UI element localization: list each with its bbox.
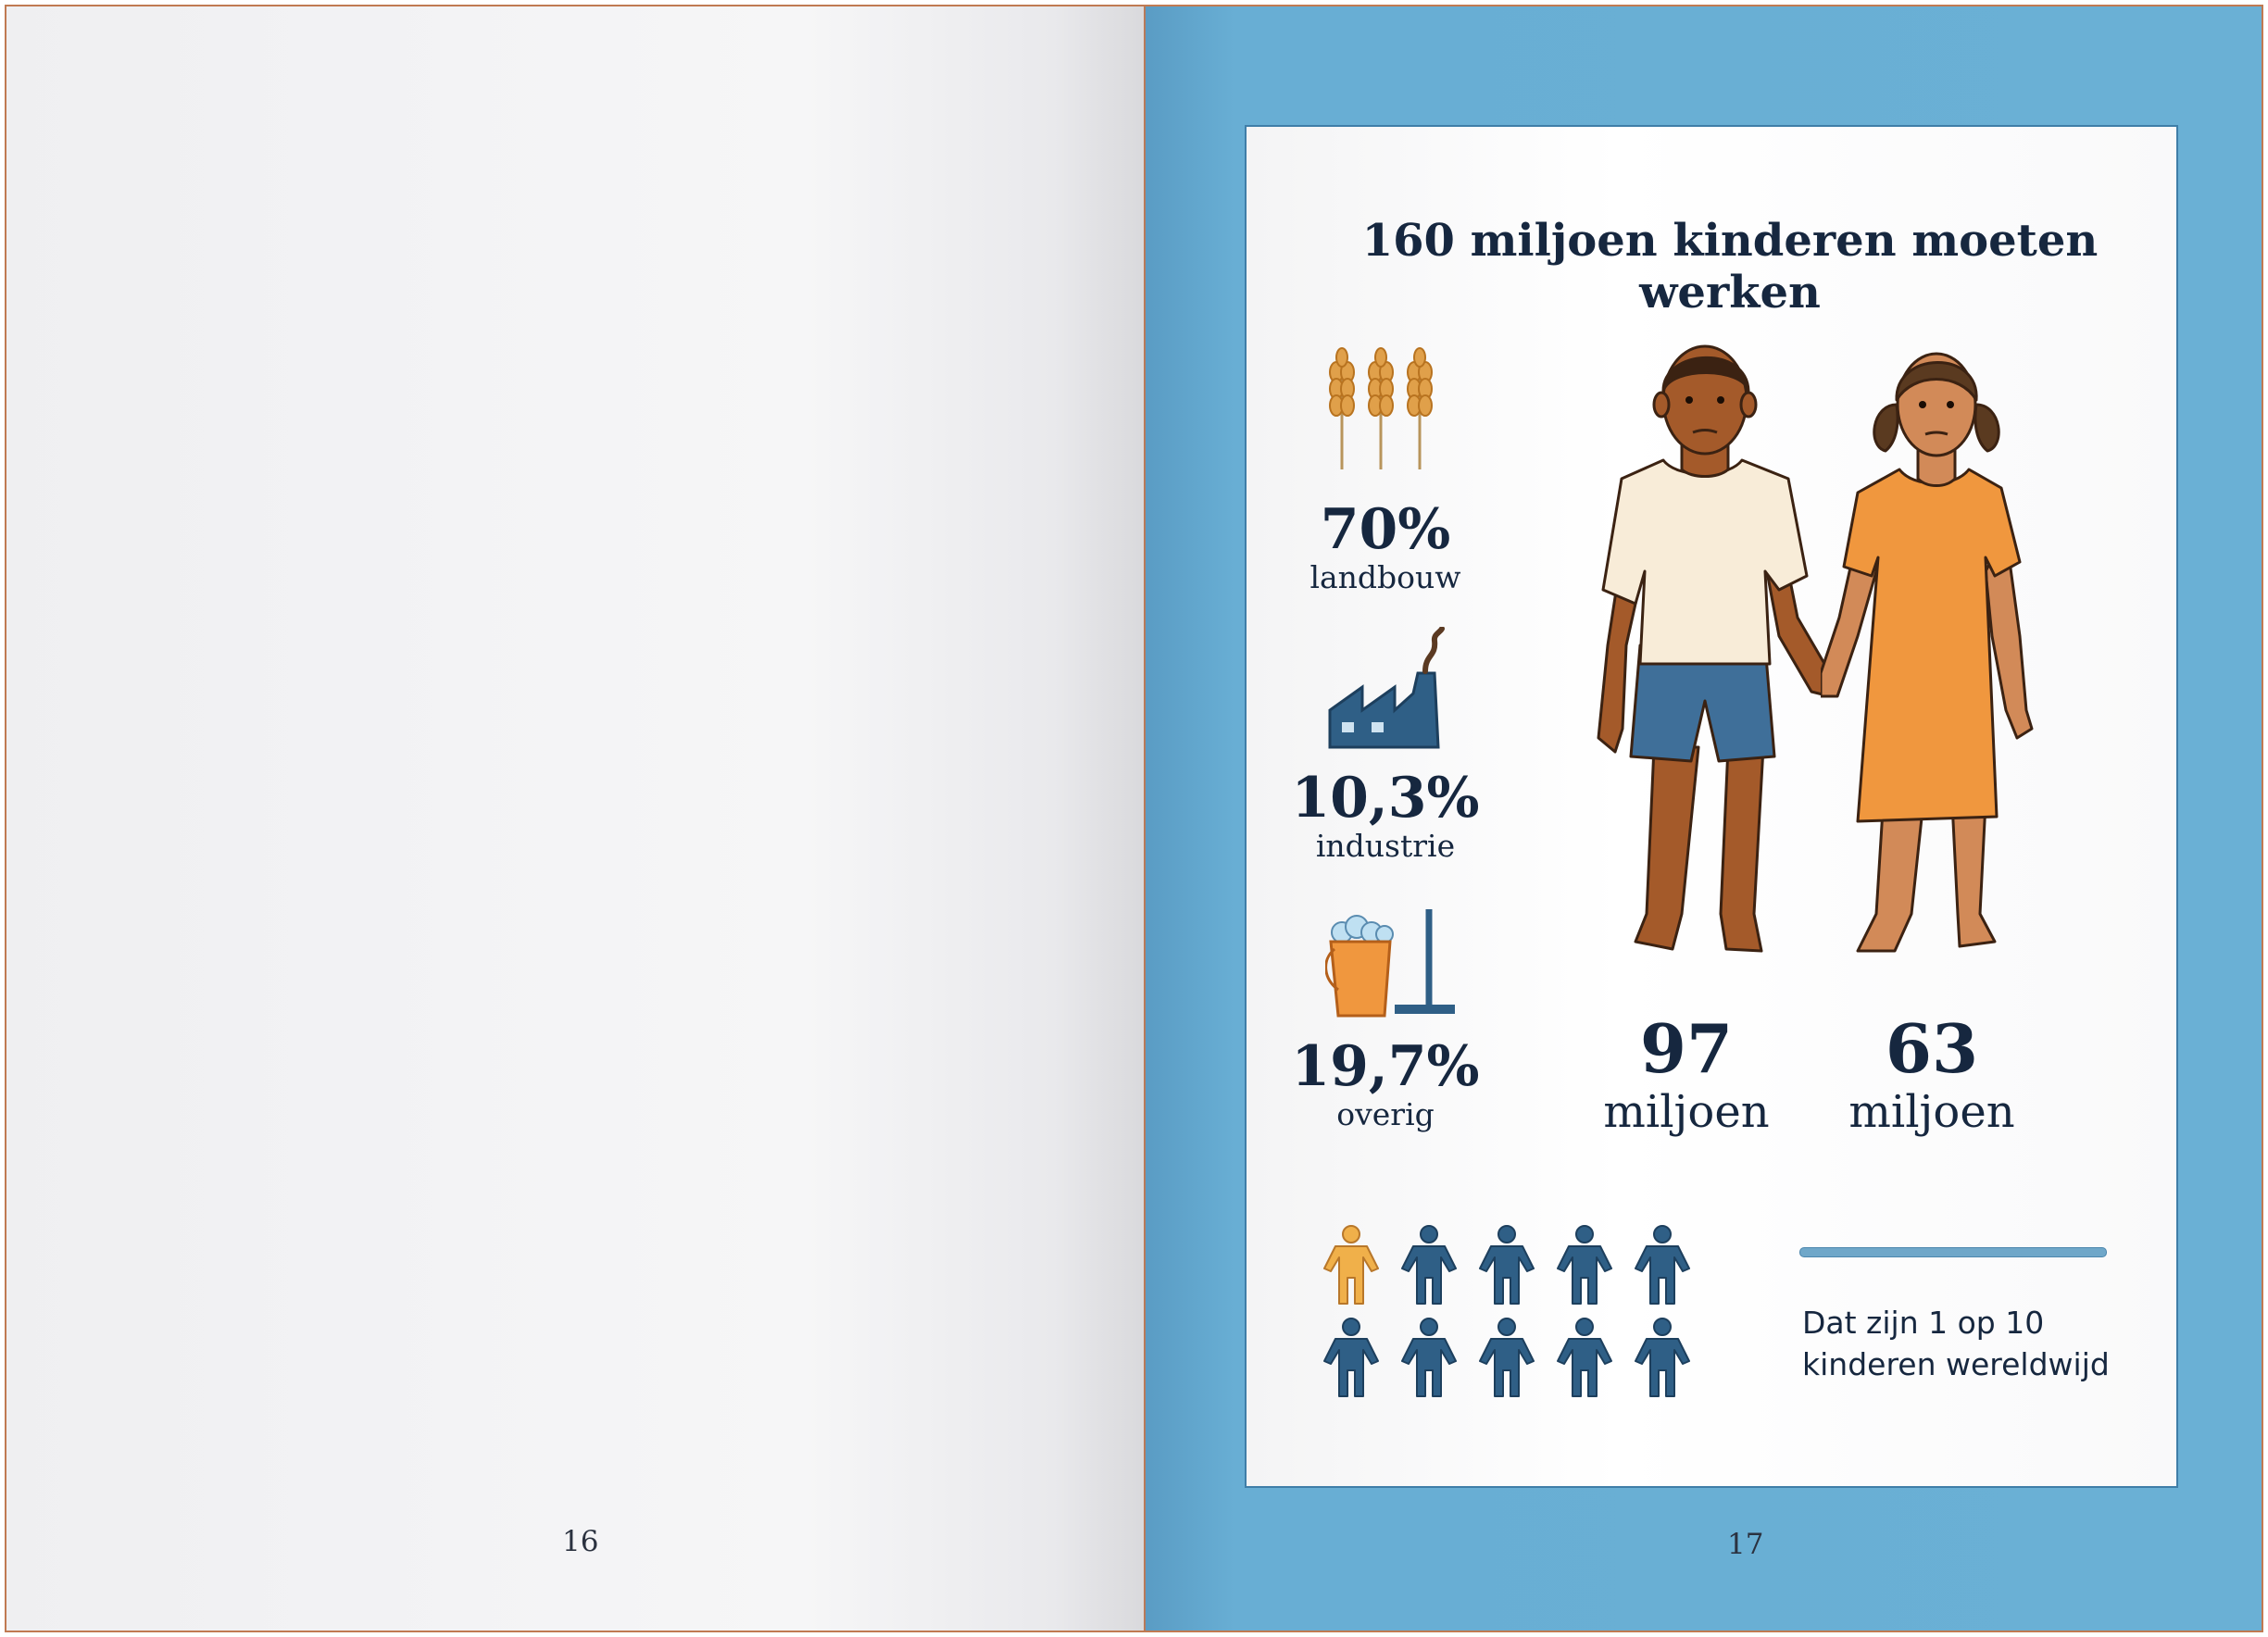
boy-illustration (1597, 344, 1830, 953)
stat-industry-percent: 10,3% (1291, 766, 1480, 831)
divider-line (1799, 1247, 2107, 1257)
ratio-caption: Dat zijn 1 op 10 kinderen wereldwijd (1802, 1303, 2110, 1385)
wheat-icon (1329, 347, 1433, 469)
ratio-caption-line1: Dat zijn 1 op 10 (1802, 1305, 2045, 1341)
person-icon (1635, 1318, 1690, 1397)
stat-agriculture: 70% landbouw (1270, 502, 1501, 594)
person-icon (1479, 1318, 1535, 1397)
girl-illustration (1821, 352, 2034, 953)
stat-agriculture-percent: 70% (1320, 497, 1451, 562)
boys-count-unit: miljoen (1603, 1086, 1770, 1138)
person-icon (1323, 1318, 1379, 1397)
girls-count-number: 63 (1885, 1009, 1979, 1088)
stat-industry-label: industrie (1315, 828, 1456, 864)
factory-icon (1328, 627, 1445, 749)
infographic-title: 160 miljoen kinderen moeten werken (1361, 215, 2099, 319)
person-icon (1401, 1318, 1457, 1397)
stat-other-label: overig (1336, 1096, 1435, 1132)
people-pictogram (1322, 1224, 1711, 1418)
stat-agriculture-label: landbouw (1309, 559, 1461, 595)
right-page: 160 miljoen kinderen moeten werken (1146, 6, 2262, 1631)
person-icon (1401, 1225, 1457, 1305)
book-spread: 16 160 miljoen kinderen moeten werken (5, 5, 2263, 1632)
boys-count-number: 97 (1639, 1009, 1734, 1088)
girls-count-unit: miljoen (1848, 1086, 2015, 1138)
girls-count: 63 miljoen (1830, 1016, 2034, 1137)
stat-other: 19,7% overig (1270, 1039, 1501, 1131)
infographic-card: 160 miljoen kinderen moeten werken (1245, 125, 2178, 1488)
stat-other-percent: 19,7% (1291, 1034, 1480, 1099)
left-page: 16 (6, 6, 1146, 1631)
person-icon-highlighted (1323, 1225, 1379, 1305)
bucket-mop-icon (1325, 909, 1455, 1018)
person-icon (1557, 1318, 1612, 1397)
page-number-right: 17 (1727, 1528, 1764, 1561)
ratio-caption-line2: kinderen wereldwijd (1802, 1345, 2110, 1382)
boys-count: 97 miljoen (1585, 1016, 1788, 1137)
person-icon (1479, 1225, 1535, 1305)
page-number-left: 16 (562, 1525, 599, 1558)
stat-industry: 10,3% industrie (1270, 770, 1501, 863)
book-gutter (1144, 6, 1147, 1631)
person-icon (1557, 1225, 1612, 1305)
person-icon (1635, 1225, 1690, 1305)
